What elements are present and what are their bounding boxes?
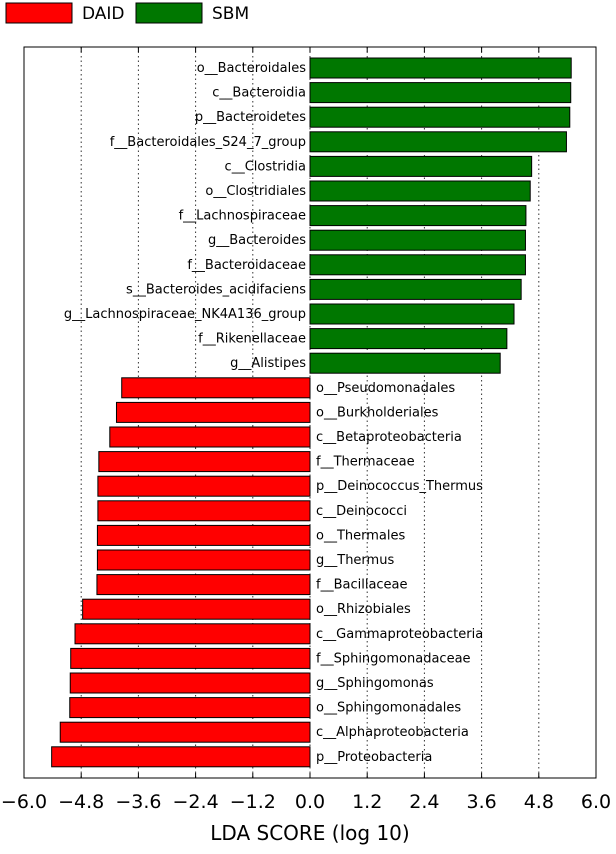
bar-label: f__Sphingomonadaceae <box>316 651 471 666</box>
bar-label: o__Pseudomonadales <box>316 381 455 396</box>
x-tick-label: −6.0 <box>1 791 47 813</box>
bar-f__Rikenellaceae <box>309 328 508 350</box>
bar-f__Bacteroidales_S24_7_group <box>309 131 567 153</box>
bar-label: c__Gammaproteobacteria <box>316 627 483 642</box>
bar-label: f__Bacteroidaceae <box>187 258 306 273</box>
bar-g__Alistipes <box>309 352 501 374</box>
bar-f__Bacillaceae <box>96 574 311 596</box>
bar-label: o__Burkholderiales <box>316 405 439 420</box>
bar-p__Bacteroidetes <box>309 106 571 128</box>
bar-label: o__Sphingomonadales <box>316 701 461 716</box>
x-tick-label: −2.4 <box>173 791 219 813</box>
x-tick-label: 3.6 <box>466 791 496 813</box>
bar-label: p__Deinococcus_Thermus <box>316 479 483 494</box>
legend-item-DAID: DAID <box>5 2 125 24</box>
legend: DAID SBM <box>5 2 249 24</box>
bar-f__Lachnospiraceae <box>309 205 527 227</box>
legend-swatch <box>135 2 203 24</box>
bar-label: c__Betaproteobacteria <box>316 430 462 445</box>
x-tick-label: 1.2 <box>352 791 382 813</box>
bar-label: g__Thermus <box>316 553 394 568</box>
x-axis-title: LDA SCORE (log 10) <box>210 821 409 845</box>
bar-label: g__Sphingomonas <box>316 676 434 691</box>
bar-s__Bacteroides_acidifaciens <box>309 278 522 300</box>
x-tick-label: −4.8 <box>58 791 104 813</box>
bar-c__Alphaproteobacteria <box>59 721 311 743</box>
bar-p__Proteobacteria <box>51 746 311 768</box>
bar-c__Clostridia <box>309 155 533 177</box>
x-tick-label: 2.4 <box>409 791 439 813</box>
bar-o__Thermales <box>96 524 311 546</box>
x-tick-label: 4.8 <box>524 791 554 813</box>
bar-c__Betaproteobacteria <box>109 426 311 448</box>
bar-g__Bacteroides <box>309 229 526 251</box>
bar-c__Gammaproteobacteria <box>74 623 311 645</box>
bar-o__Burkholderiales <box>115 401 311 423</box>
bar-label: p__Proteobacteria <box>316 750 432 765</box>
bars <box>51 57 572 768</box>
legend-label: DAID <box>82 4 125 24</box>
x-tick-label: −3.6 <box>115 791 161 813</box>
bar-g__Lachnospiraceae_NK4A136_group <box>309 303 515 325</box>
x-axis-ticks: −6.0 −4.8 −3.6 −2.4 −1.2 0.0 1.2 2.4 3.6 4.8 6.0 <box>1 47 611 813</box>
bar-label: o__Clostridiales <box>205 184 306 199</box>
bar-label: c__Deinococci <box>316 504 407 519</box>
bar-o__Rhizobiales <box>82 598 311 620</box>
x-tick-label: 0.0 <box>295 791 325 813</box>
bar-c__Bacteroidia <box>309 82 572 104</box>
bar-f__Bacteroidaceae <box>309 254 526 276</box>
bar-g__Thermus <box>96 549 311 571</box>
bar-p__Deinococcus_Thermus <box>97 475 311 497</box>
bar-label: p__Bacteroidetes <box>195 110 306 125</box>
bar-o__Pseudomonadales <box>121 377 311 399</box>
bar-label: o__Thermales <box>316 528 405 543</box>
legend-swatch <box>5 2 73 24</box>
bar-f__Sphingomonadaceae <box>70 647 311 669</box>
bar-label: c__Alphaproteobacteria <box>316 725 469 740</box>
legend-label: SBM <box>212 4 249 24</box>
bar-label: f__Rikenellaceae <box>198 332 306 347</box>
bar-label: c__Bacteroidia <box>212 86 306 101</box>
bar-label: s__Bacteroides_acidifaciens <box>126 282 306 297</box>
bar-label: f__Lachnospiraceae <box>179 209 306 224</box>
bar-label: o__Bacteroidales <box>197 61 307 76</box>
bar-c__Deinococci <box>97 500 311 522</box>
bar-label: f__Bacillaceae <box>316 578 408 593</box>
bar-o__Bacteroidales <box>309 57 572 79</box>
x-tick-label: −1.2 <box>230 791 276 813</box>
bar-g__Sphingomonas <box>69 672 311 694</box>
bar-o__Clostridiales <box>309 180 531 202</box>
bar-label: g__Bacteroides <box>208 233 306 248</box>
bar-label: g__Alistipes <box>230 356 306 371</box>
bar-label: f__Bacteroidales_S24_7_group <box>110 135 306 150</box>
bar-f__Thermaceae <box>98 451 311 473</box>
bar-label: c__Clostridia <box>225 159 306 174</box>
bar-label: g__Lachnospiraceae_NK4A136_group <box>64 307 306 322</box>
x-tick-label: 6.0 <box>581 791 611 813</box>
legend-item-SBM: SBM <box>135 2 249 24</box>
bar-label: o__Rhizobiales <box>316 602 411 617</box>
bar-o__Sphingomonadales <box>69 697 311 719</box>
bar-label: f__Thermaceae <box>316 455 415 470</box>
bar-labels: o__Bacteroidales c__Bacteroidia p__Bactero… <box>64 61 483 765</box>
